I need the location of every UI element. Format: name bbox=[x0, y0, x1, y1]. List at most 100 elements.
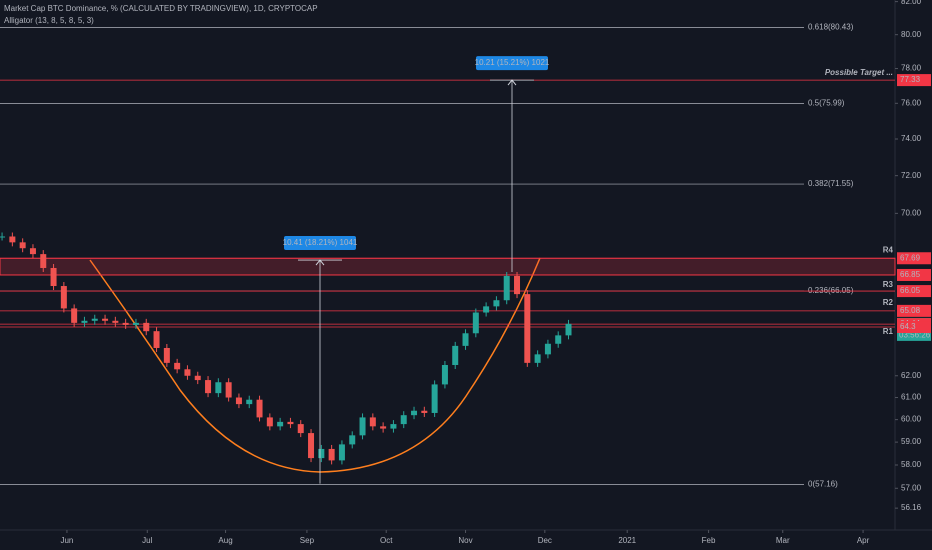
x-tick-label: Sep bbox=[300, 536, 315, 545]
price-tag-label: 64.3 bbox=[900, 322, 916, 331]
candle-body bbox=[174, 362, 181, 370]
indicator-label: Alligator (13, 8, 5, 8, 5, 3) bbox=[4, 16, 94, 25]
candle-body bbox=[225, 382, 232, 398]
countdown: 03:56:26 bbox=[899, 331, 931, 340]
candle-body bbox=[524, 294, 531, 363]
candle-body bbox=[50, 267, 57, 287]
candle-body bbox=[544, 343, 551, 355]
countdown-box bbox=[897, 329, 931, 341]
candle-body bbox=[514, 275, 521, 295]
candle-body bbox=[441, 365, 448, 385]
price-tag bbox=[897, 285, 931, 298]
x-tick-label: Apr bbox=[857, 536, 870, 545]
candle-body bbox=[287, 421, 294, 425]
candle-body bbox=[493, 300, 500, 307]
candle-body bbox=[328, 448, 335, 461]
candle-body bbox=[143, 322, 150, 332]
y-tick-label: 78.00 bbox=[901, 64, 922, 73]
measure-arrow bbox=[315, 259, 325, 266]
candle-body bbox=[163, 347, 170, 363]
price-tag bbox=[897, 268, 931, 281]
resistance-label: R3 bbox=[883, 280, 894, 289]
candle-body bbox=[297, 424, 304, 434]
x-tick-label: Jun bbox=[60, 536, 73, 545]
measure-label: 10.21 (15.21%) 1021 bbox=[475, 58, 550, 67]
fib-label: 0(57.16) bbox=[808, 480, 838, 489]
candle-body bbox=[308, 433, 315, 459]
candle-body bbox=[122, 322, 129, 325]
candle-body bbox=[194, 375, 201, 381]
candle-body bbox=[132, 322, 139, 325]
y-tick-label: 61.00 bbox=[901, 393, 922, 402]
price-tag bbox=[897, 252, 931, 265]
y-tick-label: 70.00 bbox=[901, 208, 922, 217]
measure-arrow bbox=[507, 79, 517, 86]
candle-body bbox=[472, 312, 479, 334]
fib-label: 0.382(71.55) bbox=[808, 179, 854, 188]
x-tick-label: Aug bbox=[218, 536, 232, 545]
y-tick-label: 58.00 bbox=[901, 460, 922, 469]
y-tick-label: 62.00 bbox=[901, 371, 922, 380]
y-tick-label: 57.00 bbox=[901, 483, 922, 492]
x-tick-label: Mar bbox=[776, 536, 790, 545]
resistance-label: R2 bbox=[883, 298, 894, 307]
x-tick-label: 2021 bbox=[618, 536, 636, 545]
candle-body bbox=[369, 417, 376, 427]
y-tick-label: 59.00 bbox=[901, 437, 922, 446]
price-tag bbox=[897, 321, 931, 334]
candle-body bbox=[9, 236, 16, 243]
candle-body bbox=[534, 354, 541, 363]
candle-body bbox=[215, 382, 222, 394]
price-tag bbox=[897, 74, 931, 87]
target-label: Possible Target ... bbox=[825, 68, 893, 77]
candle-body bbox=[40, 254, 47, 268]
candle-body bbox=[400, 415, 407, 425]
resistance-zone bbox=[0, 257, 896, 276]
price-tag-label: 65.08 bbox=[900, 306, 921, 315]
candle-body bbox=[266, 417, 273, 427]
candle-body bbox=[153, 331, 160, 348]
x-tick-label: Nov bbox=[458, 536, 472, 545]
price-tag-label: 66.85 bbox=[900, 270, 921, 279]
candle-body bbox=[318, 448, 325, 459]
candle-body bbox=[421, 410, 428, 413]
y-tick-label: 82.00 bbox=[901, 0, 922, 6]
y-tick-label: 80.00 bbox=[901, 30, 922, 39]
candle-body bbox=[184, 369, 191, 376]
chart-title: Market Cap BTC Dominance, % (CALCULATED … bbox=[4, 4, 318, 13]
y-tick-label: 60.00 bbox=[901, 415, 922, 424]
x-tick-label: Jul bbox=[142, 536, 152, 545]
candle-body bbox=[390, 424, 397, 429]
resistance-label: R4 bbox=[883, 245, 894, 254]
candle-body bbox=[256, 399, 263, 418]
candle-body bbox=[462, 333, 469, 346]
y-tick-label: 74.00 bbox=[901, 134, 922, 143]
fib-label: 0.5(75.99) bbox=[808, 99, 845, 108]
measure-label: 10.41 (18.21%) 1041 bbox=[283, 238, 358, 247]
x-tick-label: Oct bbox=[380, 536, 393, 545]
candle-body bbox=[380, 426, 387, 429]
candle-body bbox=[29, 248, 36, 255]
candle-body bbox=[71, 308, 78, 323]
candle-body bbox=[246, 399, 253, 405]
candle-body bbox=[565, 323, 572, 336]
price-tag-label: 67.69 bbox=[900, 253, 921, 262]
resistance-label: R1 bbox=[883, 327, 894, 336]
candle-body bbox=[19, 242, 26, 249]
candle-body bbox=[81, 320, 88, 323]
candle-body bbox=[91, 318, 98, 321]
candle-body bbox=[349, 435, 356, 445]
candle-body bbox=[452, 345, 459, 366]
candle-body bbox=[359, 417, 366, 436]
measure-box bbox=[284, 236, 356, 251]
candle-body bbox=[205, 380, 212, 394]
candle-body bbox=[277, 421, 284, 427]
y-tick-label: 72.00 bbox=[901, 171, 922, 180]
candle-body bbox=[60, 286, 67, 309]
candle-body bbox=[112, 320, 119, 323]
x-tick-label: Feb bbox=[702, 536, 716, 545]
candle-body bbox=[0, 236, 6, 238]
candle-body bbox=[235, 397, 242, 405]
price-tag-label: 77.33 bbox=[900, 75, 921, 84]
